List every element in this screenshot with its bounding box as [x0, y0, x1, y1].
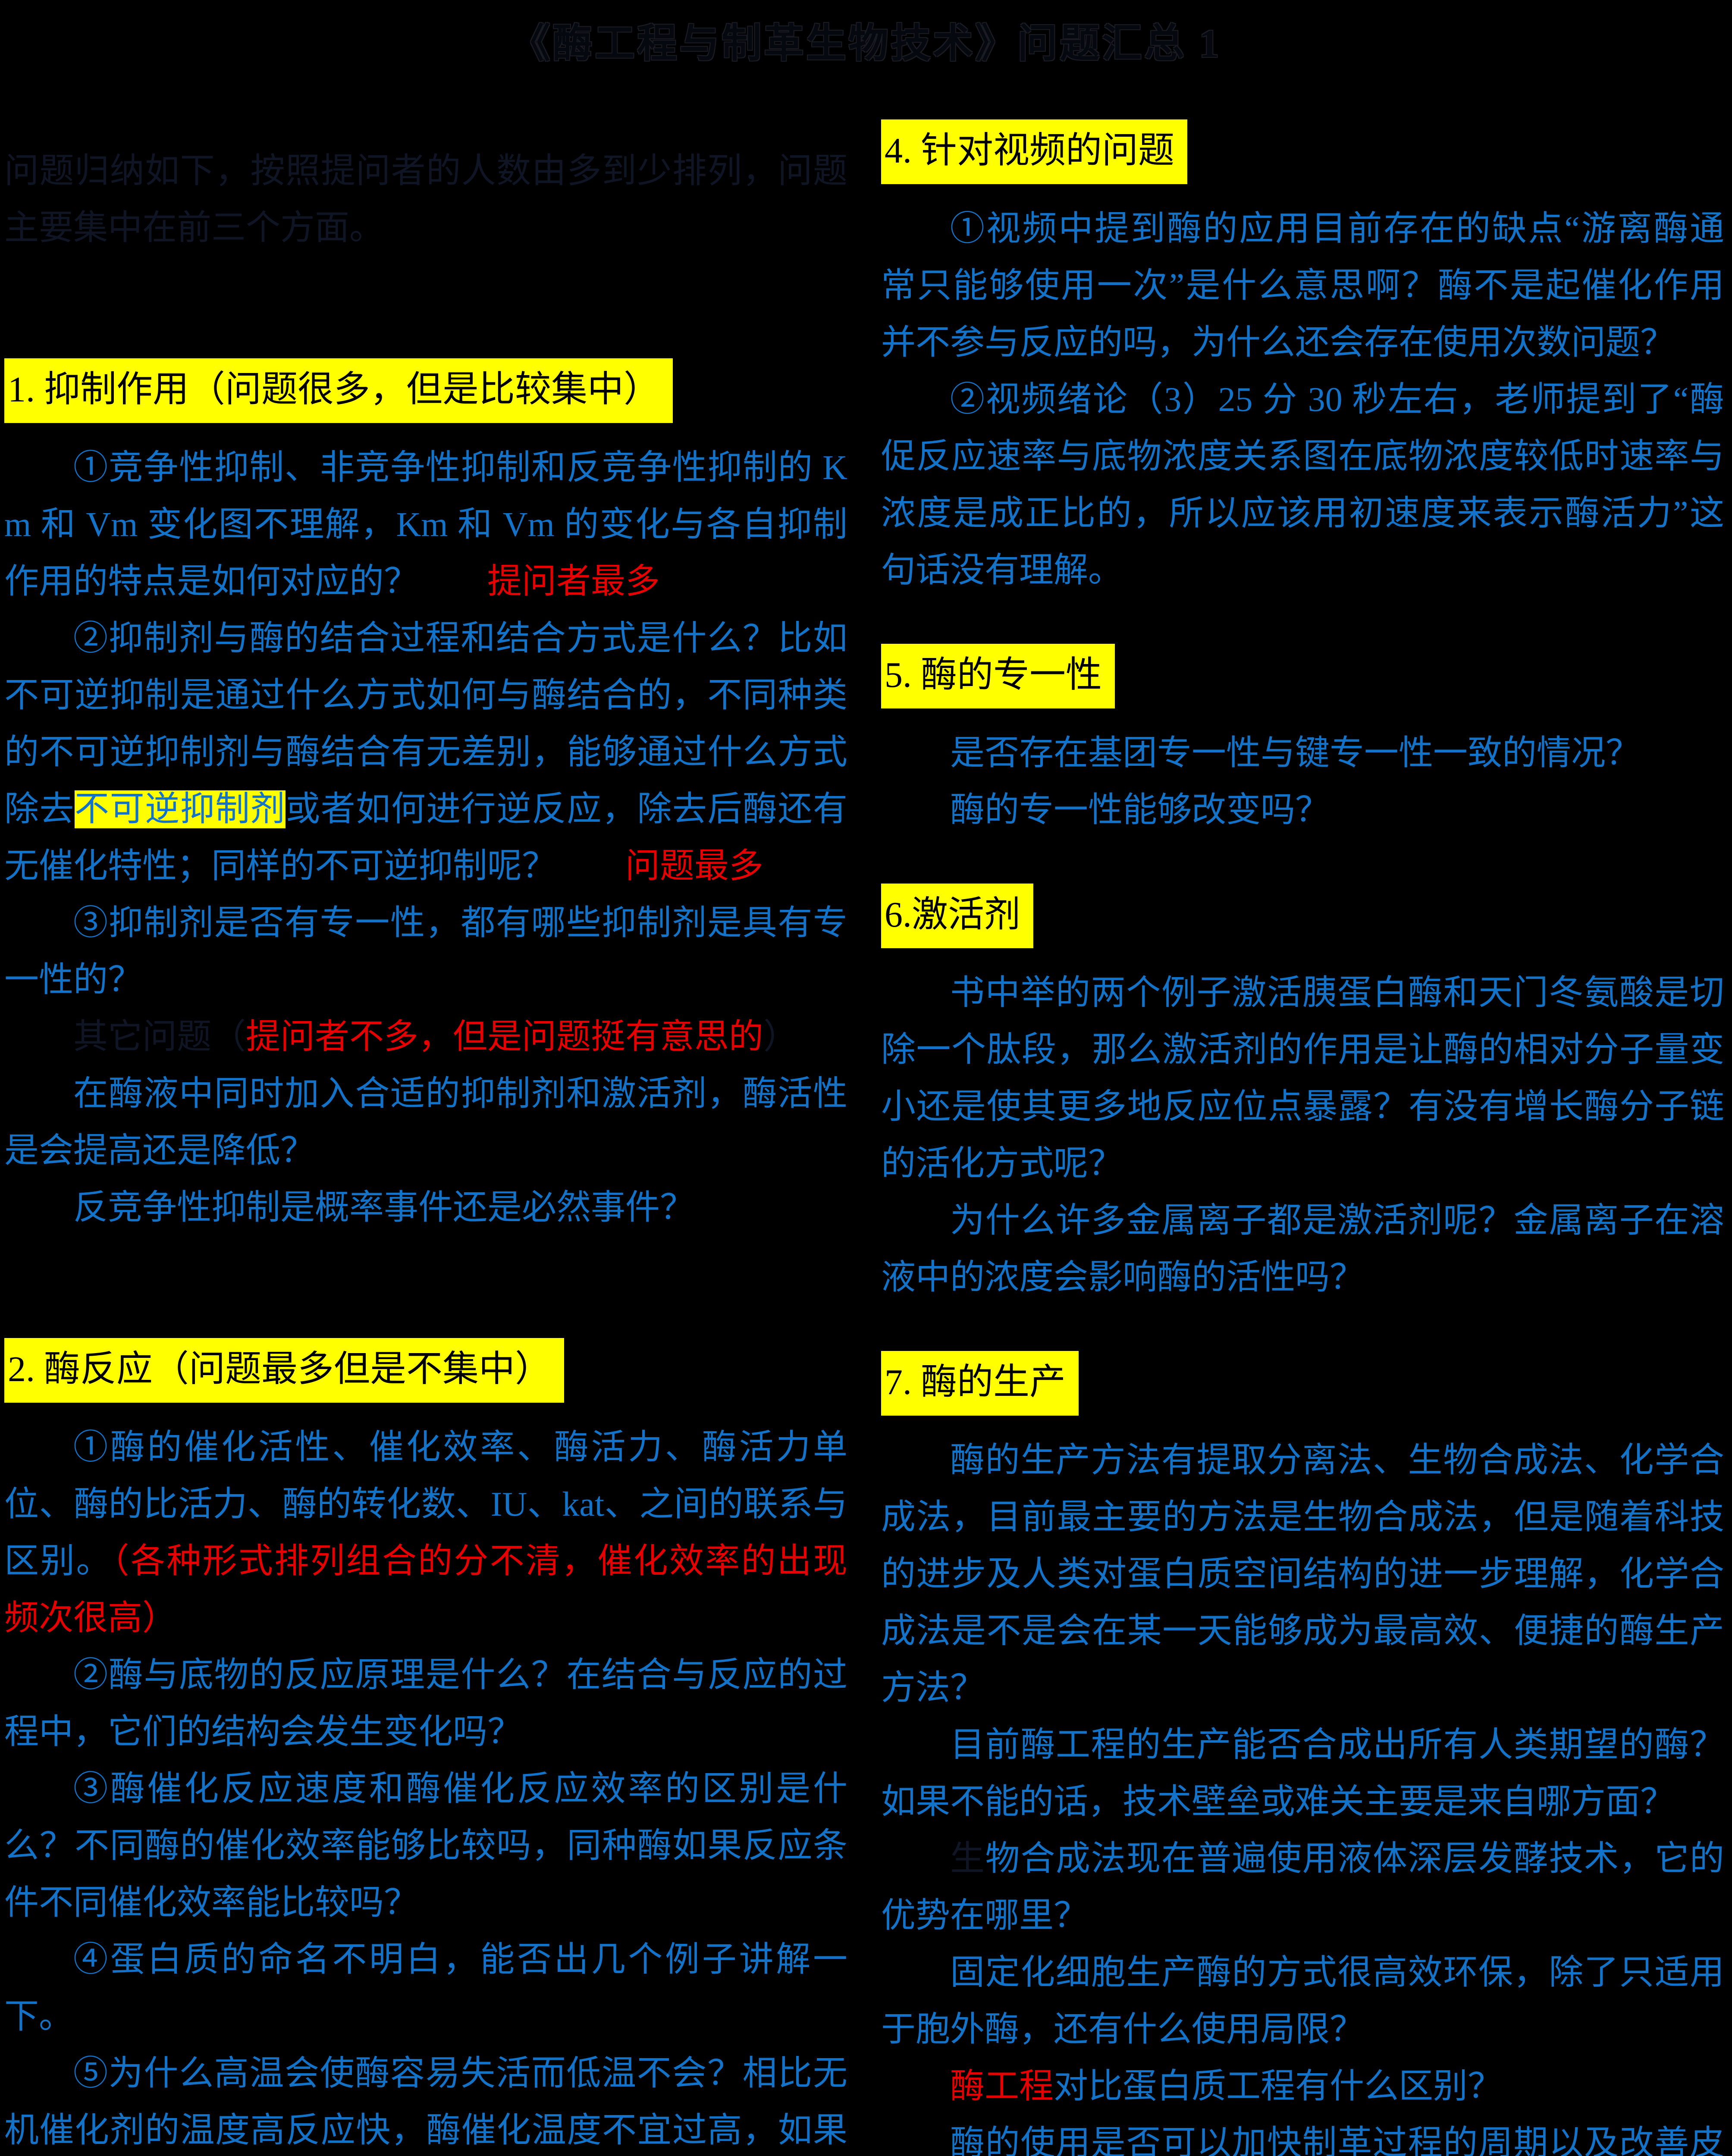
section-heading: 5. 酶的专一性: [881, 644, 1724, 708]
text-segment-blue: ⑤为什么高温会使酶容易失活而低温不会？相比无机催化剂的温度高反应快，酶催化温度不…: [4, 2055, 847, 2150]
text-segment-blue: 固定化细胞生产酶的方式很高效环保，除了只适用于胞外酶，还有什么使用局限？: [881, 1954, 1724, 2049]
section-heading-text: 7. 酶的生产: [881, 1351, 1079, 1416]
text-segment-hl-blue: 不可逆抑制剂: [75, 790, 286, 828]
paragraph: 反竞争性抑制是概率事件还是必然事件？: [4, 1179, 847, 1236]
text-segment-red: 酶工程: [950, 2068, 1054, 2106]
text-segment-blue: ③酶催化反应速度和酶催化反应效率的区别是什么？不同酶的催化效率能够比较吗，同种酶…: [4, 1770, 847, 1922]
paragraph: 酶的使用是否可以加快制革过程的周期以及改善皮革特性，具体有哪些方面的表现?: [881, 2115, 1724, 2156]
text-segment-blue: 酶的使用是否可以加快制革过程的周期以及改善皮革特性，具体有哪些方面的表现?: [950, 2125, 1724, 2156]
paragraph: ①视频中提到酶的应用目前存在的缺点“游离酶通常只能够使用一次”是什么意思啊？酶不…: [881, 201, 1724, 371]
section-heading-text: 2. 酶反应（问题最多但是不集中）: [4, 1338, 565, 1403]
paragraph: 酶的专一性能够改变吗？: [881, 782, 1724, 839]
paragraph: ②酶与底物的反应原理是什么？在结合与反应的过程中，它们的结构会发生变化吗？: [4, 1647, 847, 1761]
left-column: 问题归纳如下，按照提问者的人数由多到少排列，问题主要集中在前三个方面。 1. 抑制…: [4, 119, 847, 2156]
section-heading: 4. 针对视频的问题: [881, 119, 1724, 184]
paragraph: 酶的生产方法有提取分离法、生物合成法、化学合成法，目前最主要的方法是生物合成法，…: [881, 1432, 1724, 1717]
text-segment-dark: ）: [763, 1018, 798, 1056]
text-segment-red: 提问者不多，但是问题挺有意思的: [246, 1018, 763, 1056]
paragraph: 固定化细胞生产酶的方式很高效环保，除了只适用于胞外酶，还有什么使用局限？: [881, 1944, 1724, 2058]
section-heading: 6.激活剂: [881, 884, 1724, 948]
paragraph: ①酶的催化活性、催化效率、酶活力、酶活力单位、酶的比活力、酶的转化数、IU、ka…: [4, 1419, 847, 1647]
text-segment-blue: 物合成法现在普遍使用液体深层发酵技术，它的优势在哪里？: [881, 1840, 1725, 1935]
text-segment-blue: 为什么许多金属离子都是激活剂呢？金属离子在溶液中的浓度会影响酶的活性吗？: [881, 1202, 1724, 1297]
section-heading: 7. 酶的生产: [881, 1351, 1724, 1416]
text-segment-dark: 其它问题（: [73, 1018, 246, 1056]
text-segment-blue: 是否存在基团专一性与键专一性一致的情况？: [950, 734, 1640, 772]
document-title: 《酶工程与制革生物技术》问题汇总 1: [510, 22, 1222, 66]
text-segment-blue: 反竞争性抑制是概率事件还是必然事件？: [73, 1189, 694, 1227]
section-heading-text: 5. 酶的专一性: [881, 644, 1115, 708]
text-segment-red: 提问者最多: [418, 563, 660, 601]
text-segment-blue: ①视频中提到酶的应用目前存在的缺点“游离酶通常只能够使用一次”是什么意思啊？酶不…: [881, 210, 1724, 362]
text-segment-blue: ③抑制剂是否有专一性，都有哪些抑制剂是具有专一性的？: [4, 904, 847, 999]
text-segment-blue: ②抑制剂与酶的结合过程和结合方式是什么？比如不可逆抑制是通过什么方式如何与酶结合…: [4, 620, 847, 828]
text-segment-blue: ①酶的催化活性、催化效率、酶活力、酶活力单位、酶的比活力、酶的转化数、IU、ka…: [4, 1429, 847, 1580]
section-heading-text: 4. 针对视频的问题: [881, 119, 1188, 184]
text-segment-red: 问题最多: [556, 847, 763, 885]
paragraph: 问题归纳如下，按照提问者的人数由多到少排列，问题主要集中在前三个方面。: [4, 143, 847, 257]
text-segment-dark: 问题归纳如下，按照提问者的人数由多到少排列，问题主要集中在前三个方面。: [4, 152, 847, 247]
text-segment-blue: ②视频绪论（3）25 分 30 秒左右，老师提到了“酶促反应速率与底物浓度关系图…: [881, 381, 1724, 589]
paragraph: ②抑制剂与酶的结合过程和结合方式是什么？比如不可逆抑制是通过什么方式如何与酶结合…: [4, 610, 847, 895]
paragraph: 在酶液中同时加入合适的抑制剂和激活剂，酶活性是会提高还是降低？: [4, 1065, 847, 1179]
paragraph: 其它问题（提问者不多，但是问题挺有意思的）: [4, 1009, 847, 1065]
text-segment-blue: 或者如何进行逆反应，除去后酶还有无催化特性；同样的不可逆抑制呢？: [4, 790, 848, 885]
text-segment-blue: 酶的生产方法有提取分离法、生物合成法、化学合成法，目前最主要的方法是生物合成法，…: [881, 1442, 1724, 1707]
paragraph: 酶工程对比蛋白质工程有什么区别？: [881, 2058, 1724, 2115]
paragraph: ③酶催化反应速度和酶催化反应效率的区别是什么？不同酶的催化效率能够比较吗，同种酶…: [4, 1761, 847, 1931]
paragraph: ④蛋白质的命名不明白，能否出几个例子讲解一下。: [4, 1931, 847, 2045]
text-segment-blue: ④蛋白质的命名不明白，能否出几个例子讲解一下。: [4, 1941, 847, 2036]
text-segment-blue: 目前酶工程的生产能否合成出所有人类期望的酶？如果不能的话，技术壁垒或难关主要是来…: [881, 1726, 1724, 1821]
paragraph: 为什么许多金属离子都是激活剂呢？金属离子在溶液中的浓度会影响酶的活性吗？: [881, 1192, 1724, 1306]
section-heading-text: 1. 抑制作用（问题很多，但是比较集中）: [4, 358, 673, 423]
section-heading: 1. 抑制作用（问题很多，但是比较集中）: [4, 358, 847, 423]
paragraph: 是否存在基团专一性与键专一性一致的情况？: [881, 725, 1724, 782]
text-segment-blue: ②酶与底物的反应原理是什么？在结合与反应的过程中，它们的结构会发生变化吗？: [4, 1656, 847, 1751]
paragraph: 生物合成法现在普遍使用液体深层发酵技术，它的优势在哪里？: [881, 1830, 1724, 1944]
paragraph: ③抑制剂是否有专一性，都有哪些抑制剂是具有专一性的？: [4, 895, 847, 1009]
text-segment-blue: 酶的专一性能够改变吗？: [950, 791, 1330, 829]
paragraph: 书中举的两个例子激活胰蛋白酶和天门冬氨酸是切除一个肽段，那么激活剂的作用是让酶的…: [881, 965, 1724, 1192]
text-segment-blue: 对比蛋白质工程有什么区别？: [1054, 2068, 1502, 2106]
text-segment-blue: 在酶液中同时加入合适的抑制剂和激活剂，酶活性是会提高还是降低？: [4, 1075, 847, 1170]
paragraph: ②视频绪论（3）25 分 30 秒左右，老师提到了“酶促反应速率与底物浓度关系图…: [881, 371, 1724, 599]
text-segment-blue: ①竞争性抑制、非竞争性抑制和反竞争性抑制的 Km 和 Vm 变化图不理解，Km …: [4, 449, 847, 601]
text-segment-red: （各种形式排列组合的分不清，催化效率的出现频次很高）: [4, 1542, 848, 1637]
section-heading-text: 6.激活剂: [881, 884, 1034, 948]
two-column-layout: 问题归纳如下，按照提问者的人数由多到少排列，问题主要集中在前三个方面。 1. 抑制…: [4, 119, 1728, 2156]
section-heading: 2. 酶反应（问题最多但是不集中）: [4, 1338, 847, 1403]
paragraph: ⑤为什么高温会使酶容易失活而低温不会？相比无机催化剂的温度高反应快，酶催化温度不…: [4, 2045, 847, 2156]
right-column: 4. 针对视频的问题 ①视频中提到酶的应用目前存在的缺点“游离酶通常只能够使用一次…: [881, 119, 1724, 2156]
text-segment-blue: 书中举的两个例子激活胰蛋白酶和天门冬氨酸是切除一个肽段，那么激活剂的作用是让酶的…: [881, 974, 1724, 1183]
paragraph: 目前酶工程的生产能否合成出所有人类期望的酶？如果不能的话，技术壁垒或难关主要是来…: [881, 1717, 1724, 1830]
paragraph: ①竞争性抑制、非竞争性抑制和反竞争性抑制的 Km 和 Vm 变化图不理解，Km …: [4, 439, 847, 610]
text-segment-dark: 生: [950, 1840, 985, 1878]
